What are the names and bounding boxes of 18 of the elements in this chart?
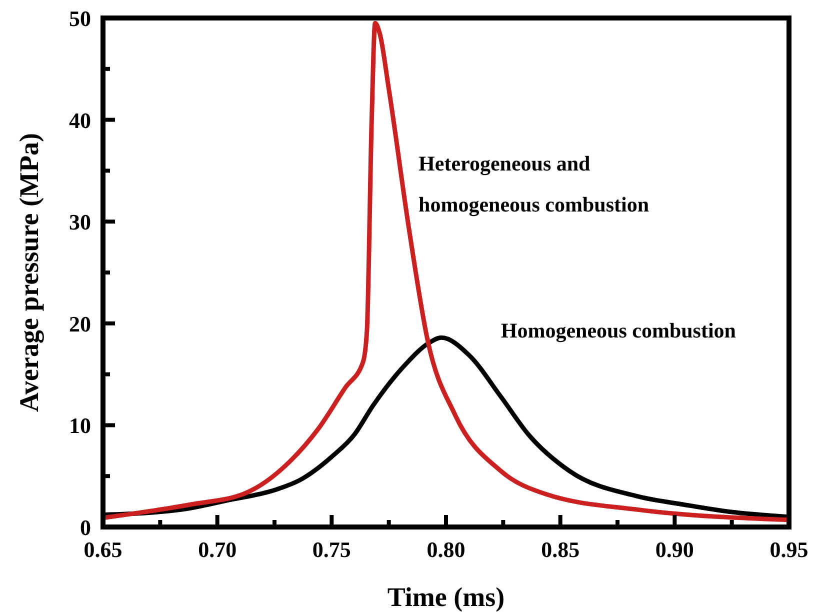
x-tick-label: 0.75 <box>312 537 351 562</box>
y-tick-label: 50 <box>69 6 91 31</box>
text: 0.70 <box>198 537 237 562</box>
x-axis-title: Time (ms) <box>387 582 505 612</box>
x-tick-label: 0.95 <box>770 537 808 562</box>
y-tick-label: 0 <box>80 515 91 540</box>
text: 0.90 <box>655 537 694 562</box>
y-tick-label: 20 <box>69 311 91 336</box>
y-tick-label: 10 <box>69 413 91 438</box>
x-tick-label: 0.85 <box>541 537 580 562</box>
series-label: Heterogeneous and homogeneous combustion <box>418 152 650 217</box>
x-tick-label: 0.65 <box>84 537 122 562</box>
y-tick-label: 30 <box>69 210 91 235</box>
line-series <box>103 20 789 522</box>
series-label: Homogeneous combustion <box>500 318 736 343</box>
y-axis-title: Average pressure (MPa) <box>14 133 44 412</box>
text: 0.80 <box>426 537 466 562</box>
y-tick-label: 40 <box>69 108 91 133</box>
